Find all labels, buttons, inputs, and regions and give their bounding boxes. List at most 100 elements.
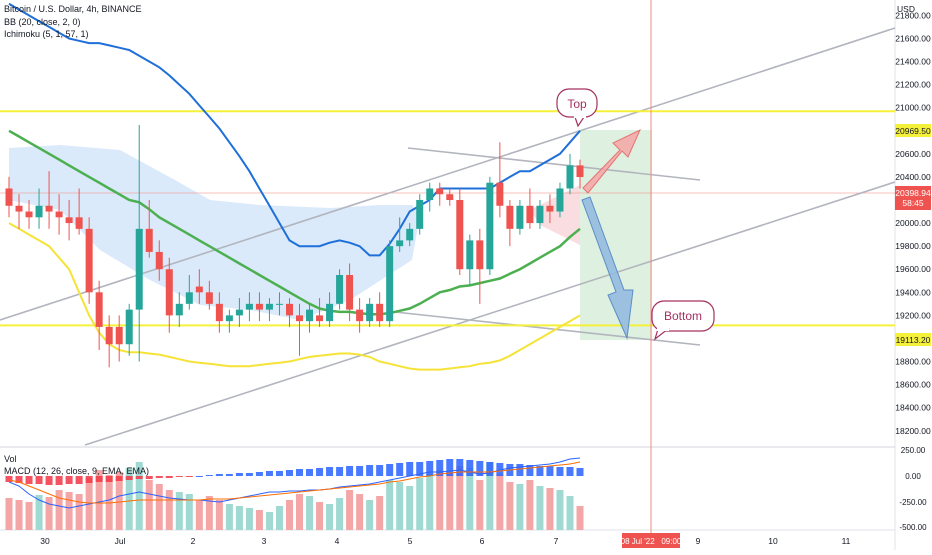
macd-bar bbox=[406, 462, 414, 476]
time-tick-label: 4 bbox=[335, 536, 340, 546]
candle bbox=[35, 188, 43, 229]
macd-bar bbox=[326, 467, 334, 476]
volume-bar bbox=[376, 496, 384, 530]
macd-bar bbox=[416, 462, 424, 476]
candle bbox=[245, 292, 253, 322]
symbol-title: Bitcoin / U.S. Dollar, 4h, BINANCE bbox=[4, 4, 142, 14]
volume-bar bbox=[536, 486, 544, 530]
countdown-value: 58:45 bbox=[902, 198, 924, 208]
bb-basis-line bbox=[8, 129, 581, 316]
price-tick-label: 19400.00 bbox=[895, 287, 931, 297]
macd-bar bbox=[125, 476, 133, 480]
candle-body bbox=[35, 205, 43, 218]
candle-body bbox=[145, 228, 153, 252]
candle bbox=[145, 200, 153, 258]
candle bbox=[265, 298, 273, 322]
resistance-line[interactable] bbox=[407, 147, 701, 181]
macd-tick-label: -250.00 bbox=[899, 498, 927, 507]
candle-body bbox=[265, 303, 273, 310]
volume-bar bbox=[556, 490, 564, 530]
macd-bar bbox=[145, 476, 153, 479]
candle-body bbox=[235, 309, 243, 316]
top-annotation-label: Top bbox=[567, 97, 587, 111]
time-tick-label: 9 bbox=[696, 536, 701, 546]
bottom-annotation[interactable]: Bottom bbox=[651, 300, 715, 341]
volume-bar bbox=[576, 506, 584, 530]
candle bbox=[195, 269, 203, 304]
candle-body bbox=[486, 182, 494, 270]
price-axis[interactable]: 18200.0018400.0018600.0018800.0019000.00… bbox=[895, 10, 931, 532]
macd-bar bbox=[576, 468, 584, 476]
candle bbox=[376, 292, 384, 327]
candle bbox=[75, 188, 83, 235]
candle bbox=[125, 303, 133, 356]
macd-line bbox=[8, 457, 581, 509]
time-tick-label: Jul bbox=[115, 536, 126, 546]
projection-arrows[interactable] bbox=[581, 128, 642, 340]
macd-bar bbox=[165, 476, 173, 478]
current-price-value: 20398.94 bbox=[895, 188, 931, 198]
candle bbox=[386, 240, 394, 327]
volume-bar bbox=[436, 470, 444, 530]
macd-bar bbox=[466, 460, 474, 476]
trendlines[interactable] bbox=[0, 27, 896, 446]
volume-bar bbox=[265, 512, 273, 530]
volume-bar bbox=[476, 480, 484, 530]
macd-bar bbox=[205, 475, 213, 476]
down-arrow[interactable] bbox=[581, 196, 634, 340]
horizontal-levels[interactable] bbox=[0, 110, 895, 327]
bb-title: BB (20, close, 2, 0) bbox=[4, 17, 81, 27]
candle-body bbox=[245, 303, 253, 310]
price-tick-label: 20000.00 bbox=[895, 218, 931, 228]
bottom-annotation-label: Bottom bbox=[664, 309, 702, 323]
volume-bar bbox=[155, 484, 163, 530]
volume-bar bbox=[326, 504, 334, 530]
candle bbox=[225, 309, 233, 333]
support-line[interactable] bbox=[394, 311, 701, 346]
candle bbox=[115, 315, 123, 362]
volume-bar bbox=[215, 500, 223, 530]
bb-legend[interactable]: BB (20, close, 2, 0) bbox=[4, 17, 81, 28]
volume-bar bbox=[235, 506, 243, 530]
symbol-legend[interactable]: Bitcoin / U.S. Dollar, 4h, BINANCE bbox=[4, 4, 142, 15]
currency-label: USD bbox=[897, 4, 915, 14]
time-tick-label: 6 bbox=[480, 536, 485, 546]
macd-bar bbox=[85, 476, 93, 483]
candle-body bbox=[165, 269, 173, 316]
candle bbox=[285, 298, 293, 327]
macd-legend[interactable]: MACD (12, 26, close, 9, EMA, EMA) bbox=[4, 466, 149, 477]
candle-body bbox=[446, 194, 454, 200]
ichimoku-legend[interactable]: Ichimoku (5, 1, 57, 1) bbox=[4, 29, 89, 40]
volume-bar bbox=[506, 482, 514, 530]
macd-bar bbox=[436, 460, 444, 476]
candle-body bbox=[195, 286, 203, 293]
volume-bar bbox=[185, 494, 193, 530]
top-annotation[interactable]: Top bbox=[556, 88, 598, 128]
volume-bar bbox=[65, 492, 73, 530]
volume-bar bbox=[75, 494, 83, 530]
macd-bar bbox=[35, 476, 43, 484]
candle-body bbox=[416, 200, 424, 229]
candle bbox=[406, 223, 414, 247]
candle bbox=[446, 188, 454, 206]
volume-bar bbox=[285, 500, 293, 530]
volume-bar bbox=[255, 510, 263, 530]
up-arrow[interactable] bbox=[582, 128, 642, 194]
volume-bar bbox=[446, 472, 454, 530]
time-tick-label: 7 bbox=[554, 536, 559, 546]
channel-lower-line[interactable] bbox=[84, 181, 896, 446]
candle bbox=[396, 217, 404, 252]
candle bbox=[556, 182, 564, 218]
macd-bar bbox=[536, 466, 544, 476]
time-axis[interactable]: 30 Jul 2 3 4 5 6 7 9 10 11 bbox=[40, 536, 850, 546]
macd-bar bbox=[105, 476, 113, 482]
candle-body bbox=[205, 292, 213, 304]
cloud-area bbox=[9, 145, 420, 320]
macd-bar bbox=[516, 464, 524, 476]
channel-upper-line[interactable] bbox=[0, 27, 896, 321]
macd-bar bbox=[65, 476, 73, 484]
candle-body bbox=[526, 205, 534, 224]
vol-legend[interactable]: Vol bbox=[4, 454, 17, 465]
